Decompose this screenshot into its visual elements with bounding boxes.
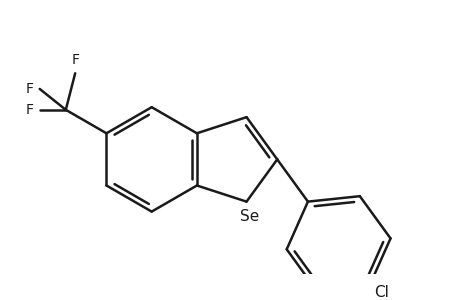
Text: Cl: Cl	[373, 285, 388, 300]
Text: Se: Se	[239, 209, 258, 224]
Text: F: F	[25, 103, 34, 117]
Text: F: F	[25, 82, 34, 96]
Text: F: F	[71, 53, 79, 67]
